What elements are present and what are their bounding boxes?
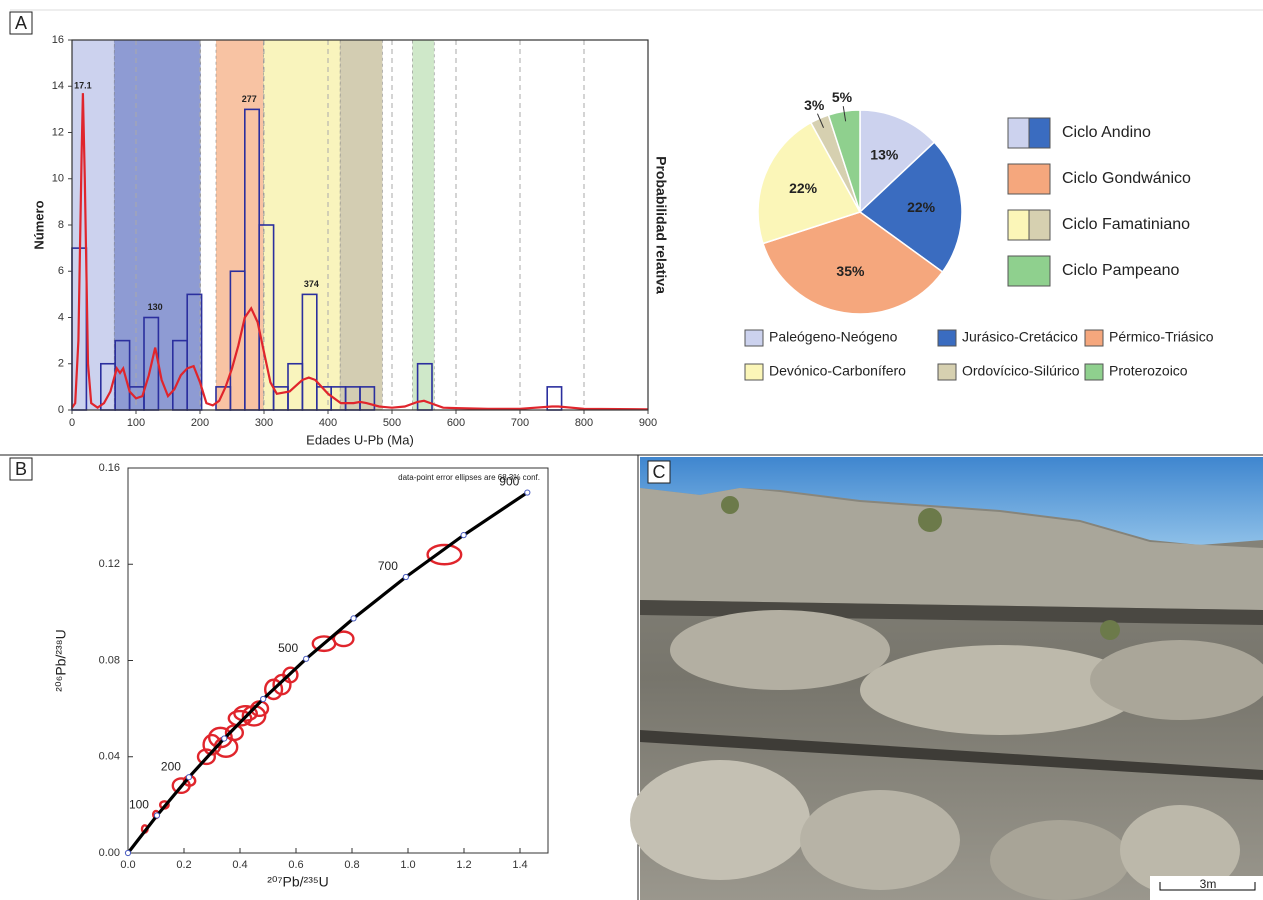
legend-label: Ordovícico-Silúrico bbox=[962, 363, 1080, 379]
y-tick-label: 4 bbox=[58, 311, 64, 323]
x-tick-label: 1.2 bbox=[456, 859, 471, 871]
scale-label: 3m bbox=[1200, 877, 1217, 891]
legend-swatch bbox=[1085, 330, 1103, 346]
y-tick-label: 0.16 bbox=[99, 462, 120, 474]
x-axis-title: Edades U-Pb (Ma) bbox=[306, 432, 414, 447]
y-axis-title: ²⁰⁶Pb/²³⁸U bbox=[53, 629, 69, 691]
x-tick-label: 0.8 bbox=[344, 859, 359, 871]
y-tick-label: 0.08 bbox=[99, 654, 120, 666]
legend-swatch bbox=[1029, 118, 1050, 148]
plot-frame bbox=[128, 468, 548, 853]
x-axis-title: ²⁰⁷Pb/²³⁵U bbox=[267, 874, 329, 890]
slice-label: 35% bbox=[836, 263, 865, 279]
panel-label: B bbox=[15, 459, 27, 479]
legend-swatch bbox=[1085, 364, 1103, 380]
age-marker bbox=[186, 775, 191, 780]
x-tick-label: 200 bbox=[191, 417, 209, 429]
x-tick-label: 300 bbox=[255, 417, 273, 429]
age-marker bbox=[125, 850, 130, 855]
panel-label: A bbox=[15, 13, 27, 33]
period-band bbox=[340, 40, 382, 410]
legend-swatch bbox=[938, 364, 956, 380]
x-tick-label: 600 bbox=[447, 417, 465, 429]
y-tick-label: 6 bbox=[58, 265, 64, 277]
x-tick-label: 0.0 bbox=[120, 859, 135, 871]
x-tick-label: 1.4 bbox=[512, 859, 527, 871]
age-marker bbox=[403, 574, 408, 579]
legend-swatch bbox=[938, 330, 956, 346]
legend-label: Ciclo Gondwánico bbox=[1062, 170, 1191, 187]
legend-swatch bbox=[1029, 210, 1050, 240]
x-tick-label: 700 bbox=[511, 417, 529, 429]
y-tick-label: 0.00 bbox=[99, 847, 120, 859]
peak-label: 374 bbox=[304, 279, 319, 289]
age-label: 100 bbox=[129, 798, 149, 812]
legend-label: Devónico-Carbonífero bbox=[769, 363, 906, 379]
y-tick-label: 0.04 bbox=[99, 751, 120, 763]
legend-label: Jurásico-Cretácico bbox=[962, 329, 1078, 345]
age-label: 200 bbox=[161, 759, 181, 773]
age-marker bbox=[154, 813, 159, 818]
slice-label: 3% bbox=[804, 97, 825, 113]
x-tick-label: 0.2 bbox=[176, 859, 191, 871]
y-tick-label: 0.12 bbox=[99, 558, 120, 570]
x-tick-label: 900 bbox=[639, 417, 657, 429]
legend-swatch bbox=[745, 364, 763, 380]
y2-axis-title: Probabilidad relativa bbox=[653, 156, 669, 294]
slice-label: 22% bbox=[907, 199, 936, 215]
legend-swatch bbox=[745, 330, 763, 346]
legend-swatch bbox=[1008, 118, 1029, 148]
y-tick-label: 2 bbox=[58, 358, 64, 370]
x-tick-label: 0.6 bbox=[288, 859, 303, 871]
legend-swatch bbox=[1008, 256, 1050, 286]
legend-label: Proterozoico bbox=[1109, 363, 1188, 379]
x-tick-label: 500 bbox=[383, 417, 401, 429]
age-marker bbox=[304, 656, 309, 661]
note: data-point error ellipses are 68.3% conf… bbox=[398, 473, 540, 482]
x-tick-label: 1.0 bbox=[400, 859, 415, 871]
age-marker bbox=[525, 490, 530, 495]
y-tick-label: 8 bbox=[58, 219, 64, 231]
x-tick-label: 800 bbox=[575, 417, 593, 429]
y-tick-label: 16 bbox=[52, 34, 64, 46]
photo bbox=[630, 457, 1263, 900]
legend-swatch bbox=[1008, 164, 1050, 194]
slice-label: 13% bbox=[870, 147, 899, 163]
legend-label: Paleógeno-Neógeno bbox=[769, 329, 898, 345]
x-tick-label: 400 bbox=[319, 417, 337, 429]
age-marker bbox=[461, 533, 466, 538]
x-tick-label: 0.4 bbox=[232, 859, 247, 871]
peak-label: 130 bbox=[148, 302, 163, 312]
concordia-curve bbox=[128, 493, 527, 853]
age-marker bbox=[222, 736, 227, 741]
peak-label: 17.1 bbox=[74, 80, 92, 90]
figure: A B C 3m 0 100 200 300 400 500 600 700 800 900 0 2 4… bbox=[0, 0, 1263, 900]
legend-label: Pérmico-Triásico bbox=[1109, 329, 1214, 345]
x-tick-label: 0 bbox=[69, 417, 75, 429]
panel-label: C bbox=[653, 462, 666, 482]
period-band bbox=[412, 40, 434, 410]
y-tick-label: 10 bbox=[52, 173, 64, 185]
legend-label: Ciclo Famatiniano bbox=[1062, 216, 1190, 233]
y-tick-label: 0 bbox=[58, 404, 64, 416]
legend-swatch bbox=[1008, 210, 1029, 240]
legend-label: Ciclo Pampeano bbox=[1062, 262, 1180, 279]
age-label: 500 bbox=[278, 641, 298, 655]
slice-label: 22% bbox=[789, 180, 818, 196]
y-tick-label: 14 bbox=[52, 80, 64, 92]
x-tick-label: 100 bbox=[127, 417, 145, 429]
y-axis-title: Número bbox=[31, 200, 46, 249]
age-marker bbox=[261, 696, 266, 701]
age-label: 700 bbox=[378, 559, 398, 573]
y-tick-label: 12 bbox=[52, 126, 64, 138]
legend-label: Ciclo Andino bbox=[1062, 124, 1151, 141]
peak-label: 277 bbox=[242, 94, 257, 104]
age-marker bbox=[351, 616, 356, 621]
slice-label: 5% bbox=[832, 89, 853, 105]
